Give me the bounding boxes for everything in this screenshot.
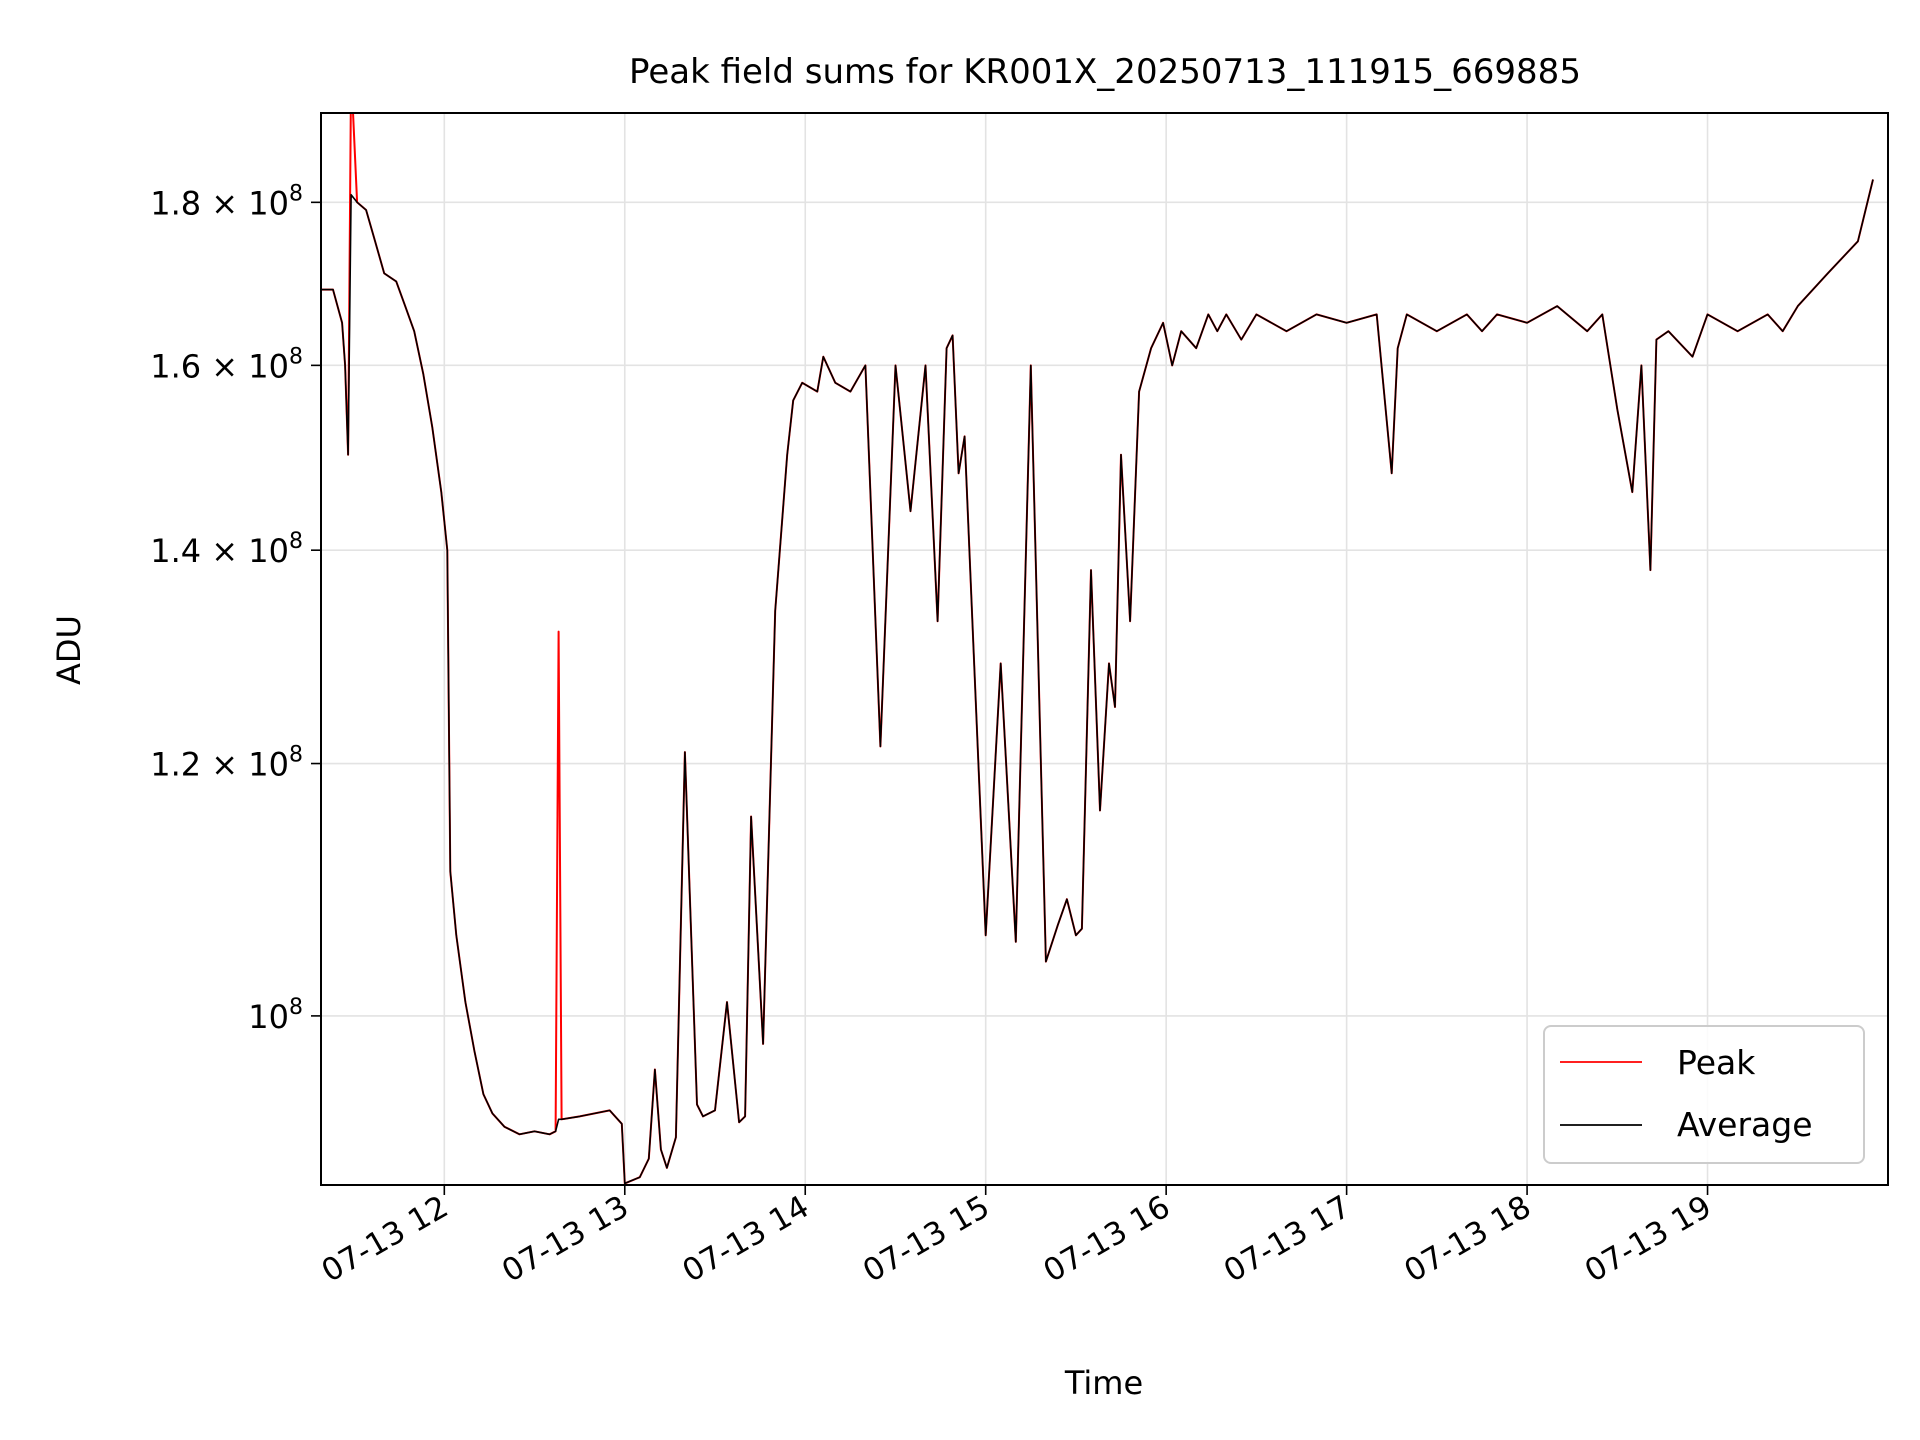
legend-box <box>1543 1025 1865 1164</box>
y-axis-label: ADU <box>50 615 88 685</box>
legend-peak-label: Peak <box>1677 1043 1756 1082</box>
series-line-average <box>321 179 1874 1185</box>
y-tick-label: 1.2 × 108 <box>150 743 303 784</box>
y-axis: 108 1.2 × 108 1.4 × 108 1.6 × 108 1.8 × 108 <box>150 181 321 1036</box>
y-tick-label: 108 <box>248 995 303 1036</box>
y-tick-label: 1.4 × 108 <box>150 529 303 570</box>
y-tick-label: 1.6 × 108 <box>150 344 303 385</box>
legend-average-label: Average <box>1677 1105 1813 1144</box>
chart-title: Peak field sums for KR001X_20250713_1119… <box>629 52 1581 92</box>
legend: Peak Average <box>1543 1025 1865 1164</box>
y-tick-label: 1.8 × 108 <box>150 181 303 222</box>
x-axis-label: Time <box>1064 1364 1143 1402</box>
series-layer <box>321 113 1874 1185</box>
grid <box>321 113 1888 1185</box>
plot-frame <box>320 112 1889 1186</box>
